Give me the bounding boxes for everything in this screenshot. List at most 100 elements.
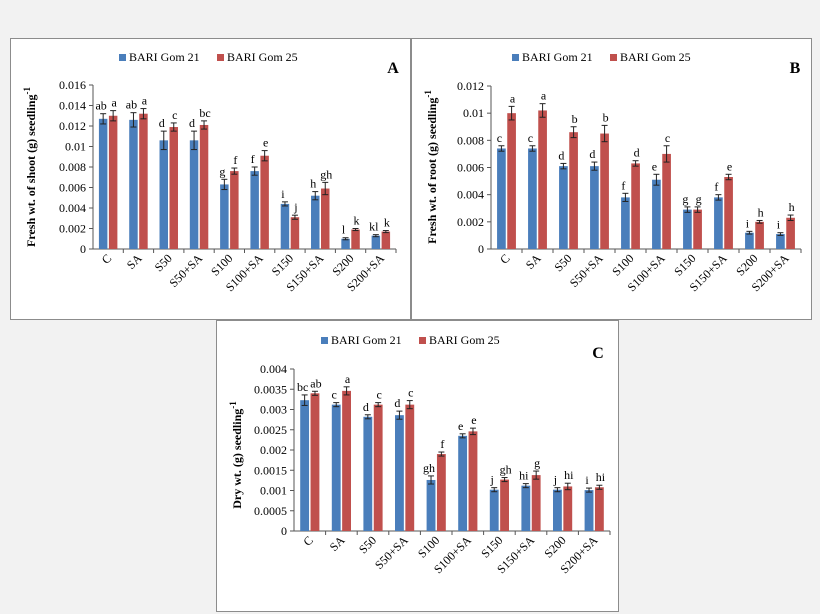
y-tick-label: 0.0015 bbox=[254, 463, 287, 477]
x-tick-label: S200 bbox=[541, 533, 568, 560]
bar bbox=[500, 479, 509, 531]
legend-label: BARI Gom 25 bbox=[429, 333, 500, 347]
bar bbox=[724, 177, 733, 249]
chart-svg: 0 0.002 0.004 0.006 0.008 0.01 0.012 0.014 0.016… bbox=[22, 50, 399, 294]
bar bbox=[139, 113, 148, 249]
bar bbox=[199, 124, 209, 249]
bar bbox=[395, 415, 404, 531]
bar bbox=[584, 490, 594, 531]
bar bbox=[220, 184, 229, 249]
y-axis-title: Fresh wt. of shoot (g) seedling-1 bbox=[22, 87, 38, 247]
y-tick-label: 0 bbox=[281, 524, 287, 538]
y-axis-title: Fresh wt. of root (g) seedling-1 bbox=[423, 90, 439, 244]
bar bbox=[373, 404, 383, 531]
bar bbox=[159, 140, 168, 249]
significance-letter: d bbox=[589, 147, 595, 161]
x-tick-label: S150 bbox=[478, 533, 505, 560]
bar bbox=[311, 195, 320, 249]
bar bbox=[98, 118, 108, 249]
panel-label: B bbox=[790, 60, 801, 77]
bar bbox=[341, 238, 350, 249]
y-tick-label: 0.003 bbox=[260, 403, 287, 417]
panel-label: C bbox=[592, 345, 604, 362]
bar bbox=[230, 171, 239, 249]
bar bbox=[600, 133, 609, 249]
bar bbox=[310, 393, 320, 531]
significance-letter: c bbox=[172, 108, 177, 122]
y-tick-label: 0.004 bbox=[59, 201, 86, 215]
y-axis-title-text: Dry wt. (g) seedling bbox=[230, 409, 244, 509]
panel-a-shoot-fresh-weight: 0 0.002 0.004 0.006 0.008 0.01 0.012 0.014 0.016… bbox=[10, 38, 411, 320]
bar bbox=[631, 163, 640, 249]
significance-letter: e bbox=[652, 159, 657, 173]
bar bbox=[426, 479, 436, 531]
bar bbox=[714, 197, 723, 249]
x-tick-label: S150 bbox=[671, 251, 698, 278]
bar bbox=[351, 229, 360, 249]
significance-letter: i bbox=[777, 218, 781, 232]
bar bbox=[569, 132, 578, 249]
significance-letter: f bbox=[251, 152, 255, 166]
x-tick-label: S50+SA bbox=[567, 251, 606, 290]
significance-letter: f bbox=[233, 153, 237, 167]
significance-letter: bc bbox=[199, 106, 210, 120]
bar bbox=[786, 217, 795, 249]
significance-letter: gh bbox=[320, 167, 332, 181]
bar bbox=[363, 416, 373, 531]
y-tick-label: 0 bbox=[80, 242, 86, 256]
significance-letter: d bbox=[394, 396, 400, 410]
y-tick-label: 0.002 bbox=[260, 443, 287, 457]
legend-swatch bbox=[610, 54, 617, 61]
bar bbox=[290, 217, 300, 249]
significance-letter: e bbox=[263, 136, 268, 150]
legend-swatch bbox=[512, 54, 519, 61]
bar bbox=[693, 209, 702, 249]
significance-letter: d bbox=[159, 116, 165, 130]
significance-letter: hi bbox=[564, 468, 574, 482]
significance-letter: h bbox=[310, 177, 316, 191]
y-tick-label: 0.0005 bbox=[254, 504, 287, 518]
x-tick-label: S50 bbox=[552, 251, 575, 274]
x-tick-label: S100 bbox=[415, 533, 442, 560]
bar bbox=[108, 115, 118, 249]
x-tick-label: S50 bbox=[152, 251, 175, 274]
significance-letter: h bbox=[789, 200, 795, 214]
significance-letter: i bbox=[281, 187, 285, 201]
bar bbox=[594, 487, 604, 531]
significance-letter: g bbox=[682, 192, 688, 206]
legend-swatch bbox=[119, 54, 126, 61]
significance-letter: l bbox=[342, 223, 346, 237]
significance-letter: hi bbox=[596, 470, 606, 484]
bar bbox=[776, 234, 785, 249]
significance-letter: b bbox=[603, 110, 609, 124]
y-axis-title-superscript: -1 bbox=[423, 90, 433, 98]
chart-svg: 0 0.0005 0.001 0.0015 0.002 0.0025 0.003 0.0035… bbox=[228, 333, 611, 576]
x-tick-label: SA bbox=[523, 251, 544, 272]
significance-letter: j bbox=[293, 200, 297, 214]
bar bbox=[621, 197, 630, 249]
significance-letter: i bbox=[585, 473, 589, 487]
x-tick-label: SA bbox=[124, 251, 145, 272]
significance-letter: c bbox=[377, 388, 382, 402]
significance-letter: a bbox=[510, 91, 516, 105]
bar bbox=[563, 486, 573, 531]
x-tick-label: S100 bbox=[609, 251, 636, 278]
x-tick-label: S50+SA bbox=[166, 251, 205, 290]
y-tick-label: 0.002 bbox=[457, 215, 484, 229]
bar bbox=[436, 454, 446, 531]
bar bbox=[538, 110, 547, 249]
y-tick-label: 0.006 bbox=[59, 181, 86, 195]
legend-swatch bbox=[217, 54, 224, 61]
bar bbox=[260, 155, 269, 249]
significance-letter: gh bbox=[423, 461, 435, 475]
significance-letter: b bbox=[572, 112, 578, 126]
bar bbox=[280, 203, 290, 249]
bar bbox=[497, 148, 506, 249]
significance-letter: d bbox=[558, 148, 564, 162]
significance-letter: d bbox=[363, 400, 369, 414]
significance-letter: ab bbox=[95, 99, 106, 113]
legend-swatch bbox=[419, 337, 426, 344]
significance-letter: a bbox=[541, 89, 547, 103]
bar bbox=[468, 431, 478, 531]
bar bbox=[405, 404, 415, 531]
